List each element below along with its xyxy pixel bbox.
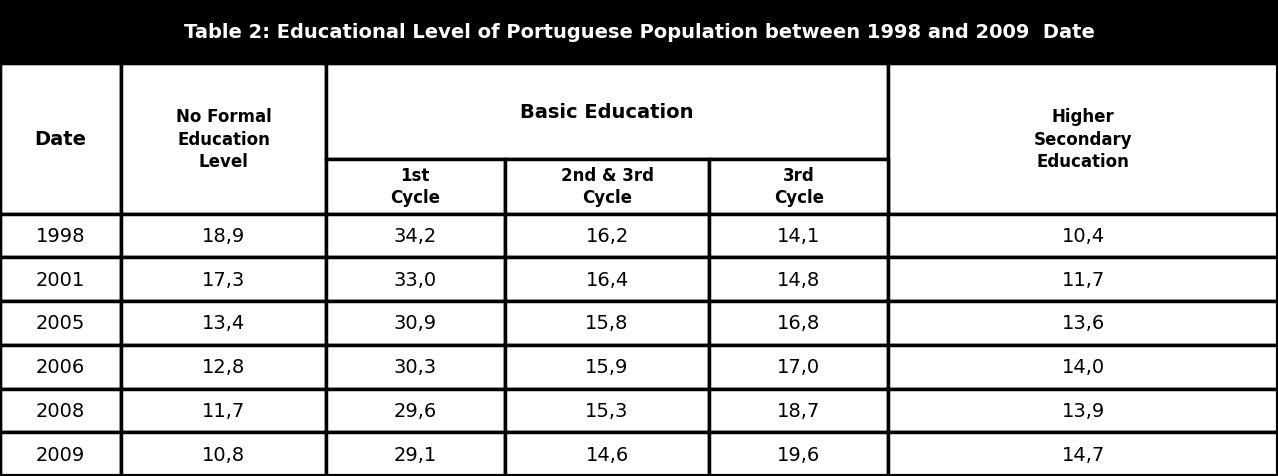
Text: 17,0: 17,0 bbox=[777, 357, 820, 377]
Text: Table 2: Educational Level of Portuguese Population between 1998 and 2009  Date: Table 2: Educational Level of Portuguese… bbox=[184, 23, 1094, 41]
Text: 14,7: 14,7 bbox=[1062, 445, 1104, 464]
Bar bbox=[888, 64, 1278, 214]
Bar bbox=[709, 258, 888, 301]
Bar bbox=[121, 389, 326, 432]
Text: 29,1: 29,1 bbox=[394, 445, 437, 464]
Bar bbox=[505, 159, 709, 214]
Text: 15,8: 15,8 bbox=[585, 314, 629, 333]
Bar bbox=[505, 301, 709, 345]
Bar bbox=[121, 258, 326, 301]
Text: 1st
Cycle: 1st Cycle bbox=[390, 167, 441, 207]
Bar bbox=[0, 0, 1278, 64]
Bar bbox=[121, 214, 326, 258]
Text: 2001: 2001 bbox=[36, 270, 86, 289]
Bar bbox=[709, 159, 888, 214]
Text: 13,4: 13,4 bbox=[202, 314, 245, 333]
Text: 33,0: 33,0 bbox=[394, 270, 437, 289]
Bar bbox=[121, 345, 326, 389]
Text: 30,3: 30,3 bbox=[394, 357, 437, 377]
Text: 30,9: 30,9 bbox=[394, 314, 437, 333]
Bar bbox=[326, 258, 505, 301]
Text: 10,4: 10,4 bbox=[1062, 227, 1104, 246]
Bar bbox=[0, 301, 121, 345]
Bar bbox=[888, 432, 1278, 476]
Bar bbox=[505, 214, 709, 258]
Text: 2006: 2006 bbox=[36, 357, 86, 377]
Bar bbox=[0, 64, 121, 214]
Text: 14,8: 14,8 bbox=[777, 270, 820, 289]
Text: 18,9: 18,9 bbox=[202, 227, 245, 246]
Bar bbox=[0, 64, 1278, 476]
Bar bbox=[505, 258, 709, 301]
Bar bbox=[888, 214, 1278, 258]
Bar bbox=[326, 389, 505, 432]
Bar bbox=[326, 64, 888, 159]
Bar bbox=[326, 345, 505, 389]
Text: 2005: 2005 bbox=[36, 314, 86, 333]
Text: Higher
Secondary
Education: Higher Secondary Education bbox=[1034, 108, 1132, 170]
Text: 13,6: 13,6 bbox=[1062, 314, 1104, 333]
Text: Basic Education: Basic Education bbox=[520, 102, 694, 121]
Text: 29,6: 29,6 bbox=[394, 401, 437, 420]
Text: 11,7: 11,7 bbox=[202, 401, 245, 420]
Text: Date: Date bbox=[35, 130, 87, 149]
Bar bbox=[505, 345, 709, 389]
Text: 2nd & 3rd
Cycle: 2nd & 3rd Cycle bbox=[561, 167, 653, 207]
Text: 15,9: 15,9 bbox=[585, 357, 629, 377]
Text: No Formal
Education
Level: No Formal Education Level bbox=[176, 108, 271, 170]
Bar bbox=[121, 432, 326, 476]
Text: 18,7: 18,7 bbox=[777, 401, 820, 420]
Bar bbox=[0, 214, 121, 258]
Text: 2008: 2008 bbox=[36, 401, 86, 420]
Bar bbox=[888, 258, 1278, 301]
Bar bbox=[888, 345, 1278, 389]
Text: 19,6: 19,6 bbox=[777, 445, 820, 464]
Text: 34,2: 34,2 bbox=[394, 227, 437, 246]
Text: 14,6: 14,6 bbox=[585, 445, 629, 464]
Bar bbox=[326, 432, 505, 476]
Text: 16,2: 16,2 bbox=[585, 227, 629, 246]
Bar bbox=[505, 432, 709, 476]
Bar bbox=[709, 345, 888, 389]
Bar bbox=[121, 64, 326, 214]
Bar bbox=[709, 214, 888, 258]
Bar bbox=[326, 214, 505, 258]
Bar bbox=[888, 389, 1278, 432]
Bar bbox=[505, 389, 709, 432]
Text: 14,1: 14,1 bbox=[777, 227, 820, 246]
Text: 16,4: 16,4 bbox=[585, 270, 629, 289]
Text: 16,8: 16,8 bbox=[777, 314, 820, 333]
Text: 15,3: 15,3 bbox=[585, 401, 629, 420]
Bar bbox=[0, 345, 121, 389]
Bar bbox=[709, 432, 888, 476]
Bar bbox=[709, 301, 888, 345]
Text: 2009: 2009 bbox=[36, 445, 86, 464]
Bar bbox=[888, 301, 1278, 345]
Text: 3rd
Cycle: 3rd Cycle bbox=[773, 167, 824, 207]
Bar bbox=[326, 159, 505, 214]
Text: 10,8: 10,8 bbox=[202, 445, 245, 464]
Bar bbox=[326, 301, 505, 345]
Bar bbox=[0, 389, 121, 432]
Text: 13,9: 13,9 bbox=[1062, 401, 1104, 420]
Text: 17,3: 17,3 bbox=[202, 270, 245, 289]
Text: 11,7: 11,7 bbox=[1062, 270, 1104, 289]
Text: 1998: 1998 bbox=[36, 227, 86, 246]
Text: 12,8: 12,8 bbox=[202, 357, 245, 377]
Bar bbox=[0, 258, 121, 301]
Bar bbox=[709, 389, 888, 432]
Text: 14,0: 14,0 bbox=[1062, 357, 1104, 377]
Bar bbox=[121, 301, 326, 345]
Bar bbox=[0, 432, 121, 476]
